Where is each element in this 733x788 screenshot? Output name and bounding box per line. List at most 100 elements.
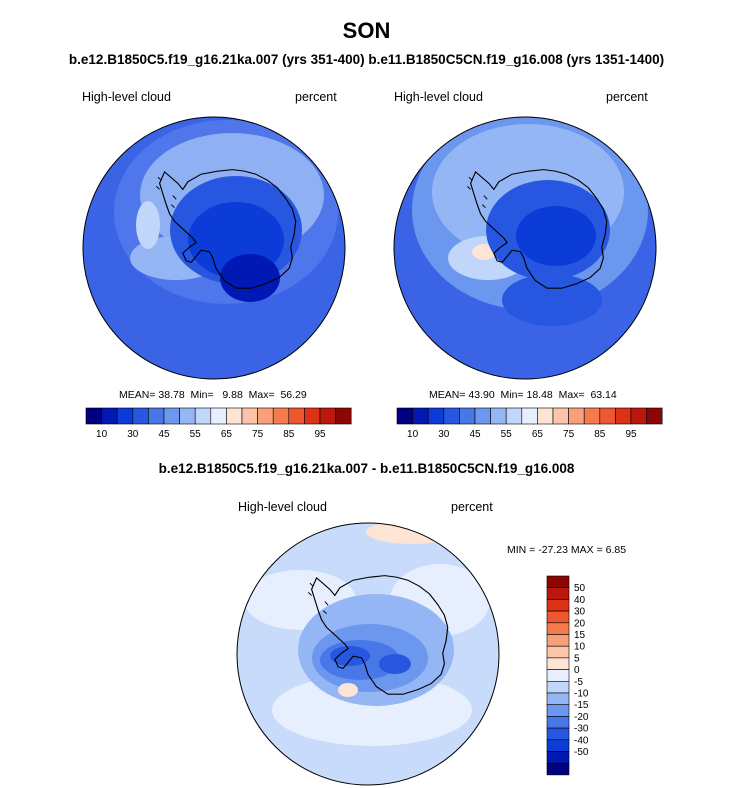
panel1-colorbar-swatch [148,407,165,425]
diff-variable-label: High-level cloud [238,500,327,514]
diff-colorbar-swatch [546,657,570,670]
panel1-units-label: percent [295,90,337,104]
diff-map-boundary [236,522,500,786]
panel1-field [83,117,345,379]
panel2-colorbar-swatch [646,407,663,425]
diff-colorbar-tick-label: -40 [574,735,589,746]
panel2-colorbar-swatch [568,407,585,425]
diff-colorbar-swatch [546,704,570,717]
panel1-colorbar-ticks: 10 30 45 55 65 75 85 95 [96,429,326,440]
diff-contour-positive-peninsula [338,683,358,697]
panel2-colorbar-swatch [630,407,647,425]
diff-colorbar-tick-label: 30 [574,607,586,618]
panel2-colorbar [396,407,663,425]
panel2-colorbar-swatch [537,407,554,425]
diff-colorbar-tick-label: -30 [574,724,589,735]
panel1-colorbar-tick-label: 65 [221,429,233,440]
panel1-colorbar-swatch [163,407,180,425]
panel1-map-boundary [82,116,346,380]
diff-minmax-stats: MIN = -27.23 MAX = 6.85 [507,544,627,556]
diff-colorbar-swatch [546,587,570,600]
diff-colorbar-tick-label: 50 [574,583,586,594]
panel2-colorbar-tick-label: 65 [532,429,544,440]
panel1-colorbar-tick-label: 85 [283,429,295,440]
panel1-colorbar-tick-label: 55 [190,429,202,440]
diff-colorbar-swatch [546,622,570,635]
panel2-colorbar-swatch [599,407,616,425]
panel1-colorbar-swatch [257,407,274,425]
panel1-colorbar-swatch [335,407,352,425]
diff-colorbar-swatch [546,692,570,705]
diff-colorbar-tick-label: 0 [574,665,580,676]
diff-contour-minus20b [379,654,411,674]
panel2-contour-positive [472,244,496,260]
panel1-contour-darker [220,254,280,302]
diff-colorbar-swatch [546,727,570,741]
panel2-colorbar-swatch [505,407,523,425]
panel1-colorbar-swatch [288,407,305,425]
diff-contour-minus20 [330,646,370,666]
panel1-variable-label: High-level cloud [82,90,171,104]
diff-map [236,522,500,786]
panel1-colorbar-swatch [241,407,258,425]
panel1-colorbar-swatch [226,407,243,425]
main-title: SON [342,18,391,43]
panel2-colorbar-tick-label: 10 [407,429,419,440]
panel1-colorbar-tick-label: 75 [252,429,264,440]
panel2-map-boundary [393,116,657,380]
diff-field [237,523,499,785]
panel2-stats: MEAN= 43.90 Min= 18.48 Max= 63.14 [429,389,617,401]
panel1-colorbar-tick-label: 30 [127,429,139,440]
diff-colorbar-swatch [546,680,570,694]
diff-colorbar-tick-label: 20 [574,618,586,629]
panel2-colorbar-swatch [412,407,429,425]
diff-colorbar-swatch [546,762,570,776]
panel1-colorbar-swatch [304,407,321,425]
panel1-contour-pale [136,201,160,249]
panel1-map [82,116,346,380]
panel1-colorbar-swatch [85,407,102,425]
diff-colorbar-tick-label: -50 [574,747,589,758]
diff-colorbar-tick-label: -15 [574,700,589,711]
panel2-colorbar-swatch [396,407,413,425]
panel1-colorbar-swatch [194,407,212,425]
panel2-colorbar-tick-label: 95 [625,429,637,440]
panel2-field [394,117,656,379]
diff-colorbar-swatch [546,669,570,682]
diff-colorbar-tick-label: -10 [574,689,589,700]
panel2-contour-dark [516,206,596,266]
diff-units-label: percent [451,500,493,514]
panel2-units-label: percent [606,90,648,104]
panel2-colorbar-tick-label: 85 [594,429,606,440]
diff-colorbar-swatch [546,716,570,729]
panel2-colorbar-swatch [583,407,601,425]
difference-title: b.e12.B1850C5.f19_g16.21ka.007 - b.e11.B… [158,461,575,476]
panel2-colorbar-swatch [552,407,569,425]
panel2-colorbar-swatch [521,407,538,425]
panel1-stats: MEAN= 38.78 Min= 9.88 Max= 56.29 [119,389,307,401]
diff-colorbar-swatch [546,634,570,647]
panel2-map [393,116,657,380]
panel2-colorbar-swatch [443,407,460,425]
panel1-colorbar-swatch [116,407,134,425]
panel2-colorbar-swatch [474,407,491,425]
panel1-colorbar-swatch [132,407,149,425]
panel1-colorbar [85,407,352,425]
panel2-colorbar-tick-label: 55 [501,429,513,440]
panel1-colorbar-swatch [210,407,227,425]
panel1-colorbar-tick-label: 95 [314,429,326,440]
panel1-colorbar-swatch [319,407,336,425]
diff-colorbar-swatch [546,645,570,659]
panel1-colorbar-swatch [101,407,118,425]
diff-colorbar-swatch [546,575,570,588]
panel2-colorbar-swatch [490,407,507,425]
diff-colorbar-swatch [546,751,570,764]
diff-colorbar-tick-label: 10 [574,642,586,653]
panel1-colorbar-swatch [179,407,196,425]
diff-colorbar-tick-label: -5 [574,677,583,688]
diff-colorbar-swatch [546,610,570,624]
diff-colorbar-tick-label: -20 [574,712,589,723]
panel1-colorbar-tick-label: 45 [158,429,170,440]
